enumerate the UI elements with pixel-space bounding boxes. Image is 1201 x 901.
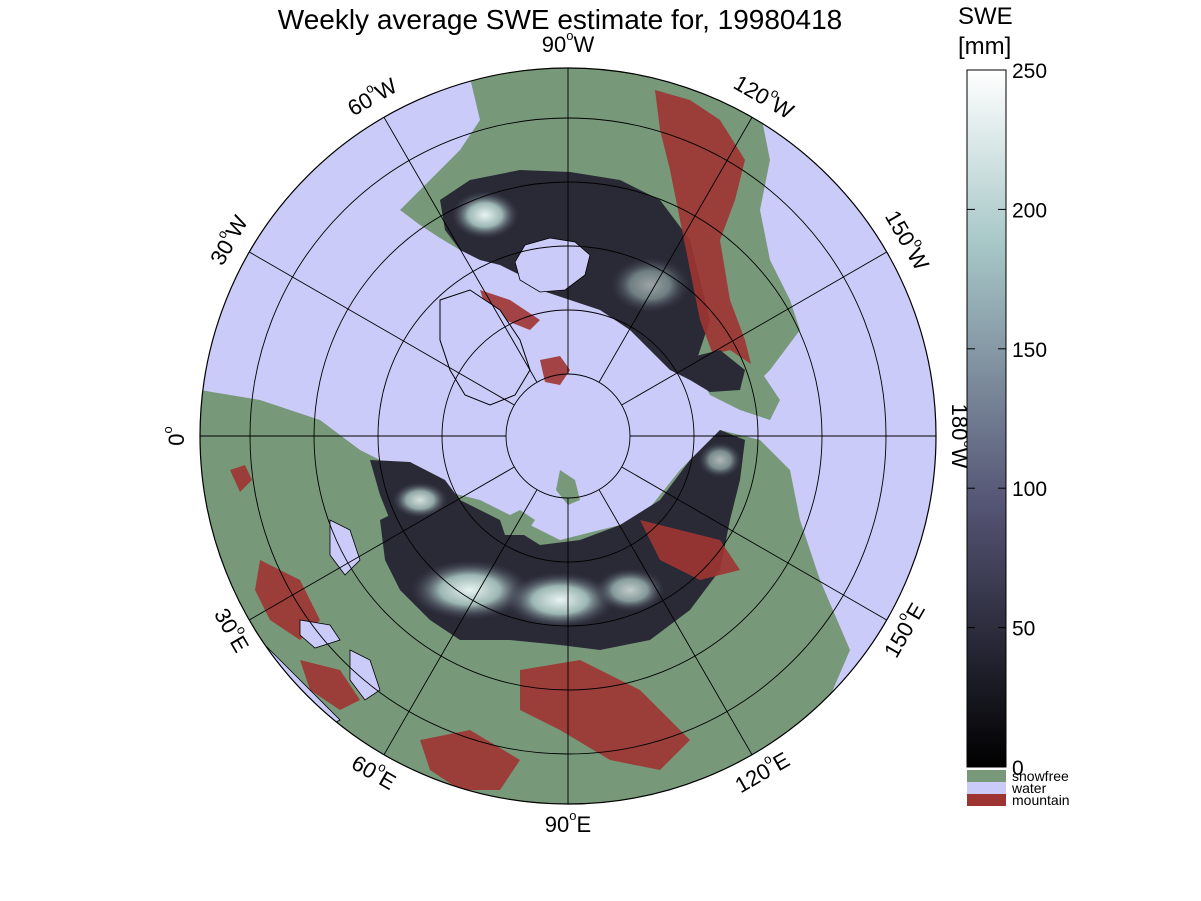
baltic-sea [329,519,361,576]
alaska-snow [680,350,745,392]
legend-label-mountain: mountain [1012,792,1070,808]
longitude-label: 90oE [545,808,591,836]
legend-swatch-snowfree [967,770,1006,782]
colorbar [966,69,1007,768]
colorbar-label-swe: SWE [958,3,1013,30]
meridian-line [598,489,753,755]
legend-label-water: water [1011,780,1047,796]
meridian-line [249,251,515,406]
map-disk [200,68,936,804]
siberia-snow-peak-east [595,568,665,612]
central-asia-mountain [520,660,690,770]
longitude-label: 0o [160,426,188,445]
east-siberia-mountain [640,520,740,580]
scandinavia-snow-peak [392,482,448,518]
novaya-zemlya [556,470,580,505]
meridian-line [598,117,753,383]
colorbar-tick-label: 100 [1012,478,1047,501]
colorbar-tick-label: 250 [1012,60,1047,83]
caucasus-mountain [300,660,360,710]
caspian-sea [349,649,381,701]
colorbar-label-unit: [mm] [958,33,1012,60]
figure-title: Weekly average SWE estimate for, 1998041… [277,4,843,35]
hudson-snow-peak [451,191,519,239]
colorbar-tick-label: 0 [1012,757,1024,780]
alps-mountain [255,560,320,640]
meridian-line [621,466,887,621]
appalachian-mountain [480,290,540,330]
longitude-label: 90oW [542,28,595,56]
meridian-line [383,489,538,755]
meridian-line [249,466,515,621]
british-isles-mountain [230,465,252,492]
hudson-bay [514,237,591,293]
graticule [200,68,936,804]
siberia-snow-peak-west [410,560,530,620]
colorbar-tick-label: 200 [1012,199,1047,222]
legend-swatch-mountain [967,794,1006,806]
colorbar-tick-label: 150 [1012,339,1047,362]
meridian-line [383,117,538,383]
legend-swatch-water [967,782,1006,794]
legend-label-snowfree: snowfree [1012,768,1069,784]
chukotka-snow-peak [698,442,742,478]
canada-snow-peak [610,257,690,313]
siberia-snow-peak-central [505,572,615,628]
colorbar-tick-label: 50 [1012,618,1035,641]
rockies-mountain [655,90,755,385]
colorbar-ticks: 0 50 100 150 200 250 [967,60,1047,780]
meridian-line [621,251,887,406]
map-border [199,67,937,805]
svalbard [500,510,535,535]
himalaya-mountain [420,730,520,790]
greenland-outline [439,289,531,406]
